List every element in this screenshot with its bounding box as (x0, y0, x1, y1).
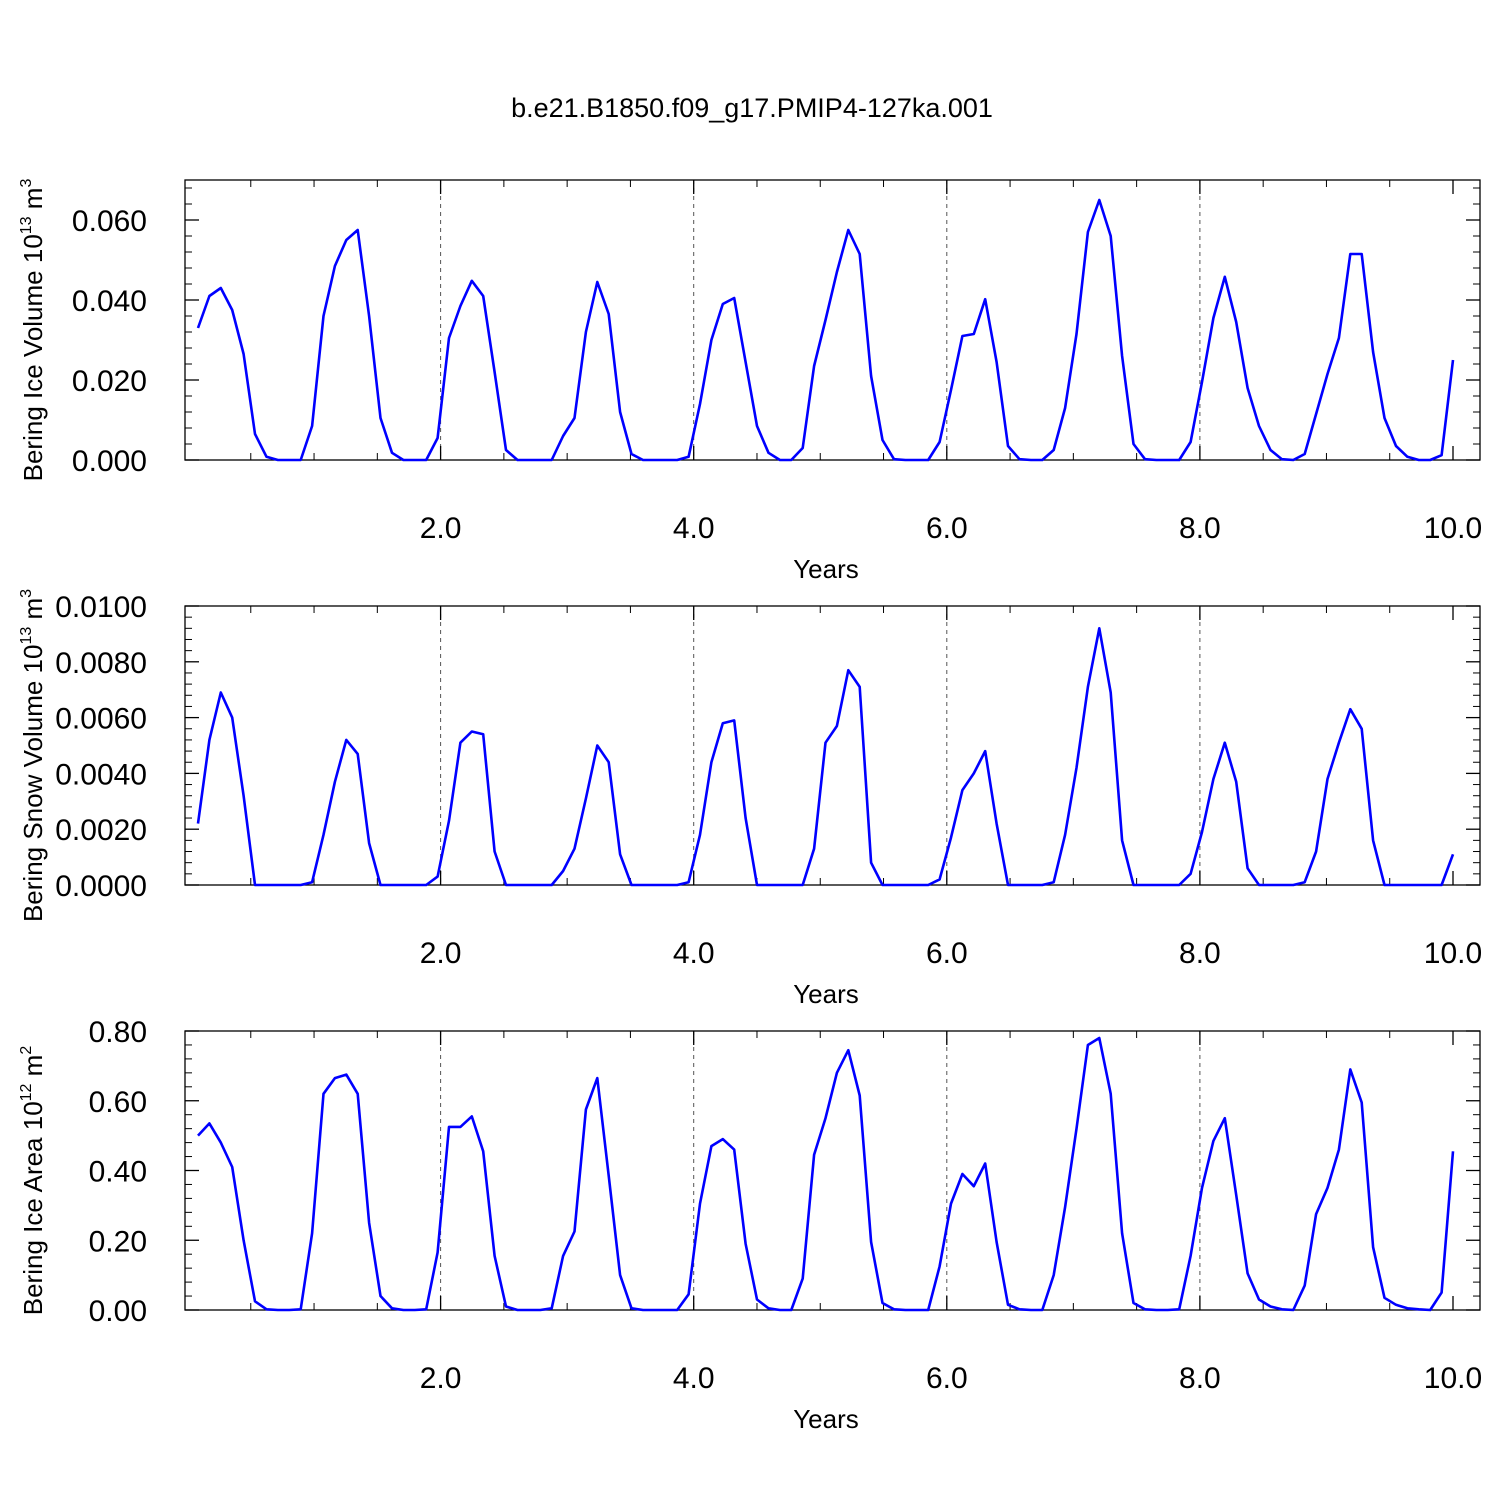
y-tick-label: 0.0100 (55, 591, 147, 624)
y-axis-label-text: Bering Ice Area 10 (18, 1101, 48, 1315)
y-tick-label: 0.060 (72, 205, 147, 238)
y-tick-label: 0.0060 (55, 703, 147, 736)
x-axis-label: Years (793, 979, 859, 1009)
x-axis-label: Years (793, 1404, 859, 1434)
plot-frame (184, 1030, 1481, 1311)
y-tick-label: 0.0020 (55, 814, 147, 847)
chart-title: b.e21.B1850.f09_g17.PMIP4-127ka.001 (511, 93, 993, 123)
panel-2: 2.0 4.0 6.0 8.0 10.0 0.0000 0.0020 0.0040 0.0060… (18, 589, 1482, 1009)
plot-frame (184, 605, 1481, 886)
x-tick-label: 6.0 (926, 512, 968, 545)
y-axis-label-unit-exponent: 3 (18, 179, 35, 188)
x-tick-label: 2.0 (420, 512, 462, 545)
y-axis-label-unit-exponent: 3 (18, 589, 35, 598)
y-axis-label: Bering Snow Volume 1013 m3 (18, 589, 48, 922)
series-line (196, 198, 1455, 462)
x-tick-label: 8.0 (1179, 937, 1221, 970)
x-tick-label: 2.0 (420, 937, 462, 970)
x-tick-label: 10.0 (1424, 937, 1482, 970)
y-axis-label: Bering Ice Volume 1013 m3 (18, 179, 48, 482)
x-tick-label: 10.0 (1424, 512, 1482, 545)
y-tick-label: 0.00 (89, 1295, 147, 1328)
y-axis-label-unit: m (18, 1055, 48, 1084)
y-axis-label-exponent: 13 (18, 216, 35, 234)
y-tick-label: 0.020 (72, 365, 147, 398)
plot-frame (184, 179, 1481, 461)
x-tick-label: 10.0 (1424, 1362, 1482, 1395)
y-tick-label: 0.0000 (55, 870, 147, 903)
y-tick-label: 0.60 (89, 1086, 147, 1119)
x-tick-label: 8.0 (1179, 1362, 1221, 1395)
y-axis-label-unit: m (18, 598, 48, 627)
x-tick-label: 2.0 (420, 1362, 462, 1395)
y-tick-label: 0.80 (89, 1016, 147, 1049)
x-tick-label: 6.0 (926, 1362, 968, 1395)
y-axis-label-exponent: 13 (18, 627, 35, 645)
panel-3: 2.0 4.0 6.0 8.0 10.0 0.00 0.20 0.40 0.60 0.80 Year… (18, 1016, 1482, 1434)
y-axis-label: Bering Ice Area 1012 m2 (18, 1046, 48, 1316)
y-tick-label: 0.000 (72, 445, 147, 478)
x-tick-label: 4.0 (673, 512, 715, 545)
y-axis-label-text: Bering Snow Volume 10 (18, 645, 48, 923)
x-tick-label: 8.0 (1179, 512, 1221, 545)
y-tick-label: 0.20 (89, 1225, 147, 1258)
x-tick-label: 4.0 (673, 937, 715, 970)
x-axis-label: Years (793, 554, 859, 584)
y-tick-label: 0.40 (89, 1156, 147, 1189)
y-axis-label-unit: m (18, 188, 48, 217)
y-axis-label-exponent: 12 (18, 1083, 35, 1101)
y-tick-label: 0.0040 (55, 758, 147, 791)
y-axis-label-text: Bering Ice Volume 10 (18, 234, 48, 481)
x-tick-label: 6.0 (926, 937, 968, 970)
panel-1: 2.0 4.0 6.0 8.0 10.0 0.000 0.020 0.040 0.060 Year… (18, 179, 1482, 584)
series-line (196, 626, 1455, 887)
y-axis-label-unit-exponent: 2 (18, 1046, 35, 1055)
y-tick-label: 0.040 (72, 285, 147, 318)
series-line (197, 1036, 1455, 1312)
x-tick-label: 4.0 (673, 1362, 715, 1395)
y-tick-label: 0.0080 (55, 647, 147, 680)
